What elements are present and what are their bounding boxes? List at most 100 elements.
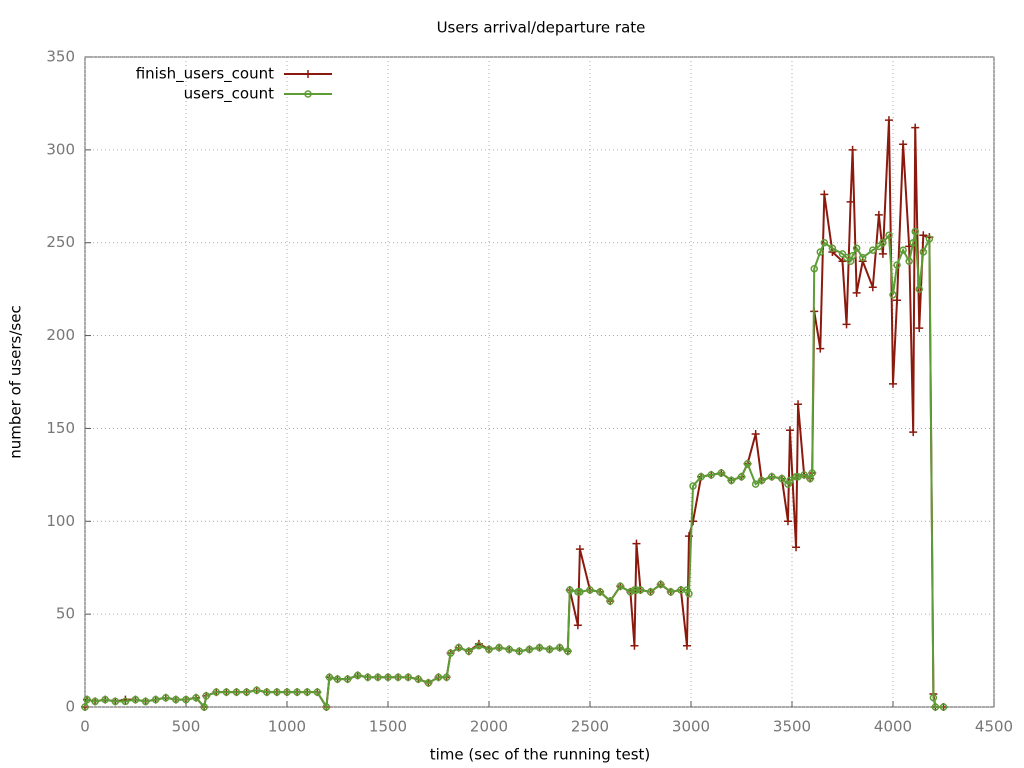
marker xyxy=(566,586,574,594)
marker xyxy=(283,688,291,696)
marker xyxy=(697,472,705,481)
x-tick-label: 4500 xyxy=(975,718,1013,736)
x-tick-label: 0 xyxy=(80,718,90,736)
marker xyxy=(808,469,816,477)
marker xyxy=(929,693,938,702)
marker xyxy=(505,645,513,654)
marker xyxy=(616,582,625,591)
marker xyxy=(869,246,877,254)
marker xyxy=(875,242,883,251)
marker xyxy=(800,471,808,479)
marker xyxy=(820,238,829,247)
marker xyxy=(939,703,948,711)
marker xyxy=(783,517,792,526)
marker xyxy=(495,643,503,652)
marker xyxy=(911,123,920,132)
y-axis-label: number of users/sec xyxy=(7,305,25,458)
marker xyxy=(465,647,473,656)
marker xyxy=(751,430,760,438)
marker xyxy=(909,238,917,247)
marker xyxy=(202,692,210,700)
marker xyxy=(222,688,231,696)
marker xyxy=(931,703,940,711)
legend-label: users_count xyxy=(184,85,274,104)
legend-marker xyxy=(304,90,312,98)
marker xyxy=(737,472,746,481)
marker xyxy=(842,320,851,329)
marker xyxy=(707,471,715,479)
marker xyxy=(828,244,837,253)
marker xyxy=(785,426,794,435)
plot-frame xyxy=(84,56,995,708)
marker xyxy=(364,673,372,682)
marker xyxy=(727,476,736,485)
marker xyxy=(131,695,140,704)
marker xyxy=(778,474,786,483)
y-tick-label: 350 xyxy=(46,48,75,66)
marker xyxy=(838,257,847,266)
marker xyxy=(919,231,928,240)
y-tick-label: 250 xyxy=(46,233,75,251)
series-line xyxy=(84,231,944,711)
marker xyxy=(889,379,897,388)
marker xyxy=(848,145,857,154)
marker xyxy=(192,693,200,702)
x-tick-label: 3500 xyxy=(773,718,811,736)
marker xyxy=(446,649,455,657)
marker xyxy=(515,647,524,656)
marker xyxy=(442,673,451,682)
marker xyxy=(689,517,698,526)
marker xyxy=(878,249,887,258)
x-tick-label: 1000 xyxy=(268,718,306,736)
marker xyxy=(313,688,322,696)
marker xyxy=(596,588,604,596)
marker xyxy=(667,588,675,596)
marker xyxy=(263,688,271,696)
marker xyxy=(632,586,641,594)
y-tick-label: 100 xyxy=(46,512,75,530)
marker xyxy=(630,641,639,650)
x-tick-label: 1500 xyxy=(369,718,407,736)
marker xyxy=(885,231,893,240)
marker xyxy=(683,586,691,594)
y-tick-label: 300 xyxy=(46,140,75,158)
y-tick-label: 200 xyxy=(46,326,75,344)
marker xyxy=(293,688,301,696)
x-tick-label: 2500 xyxy=(571,718,609,736)
marker xyxy=(816,344,825,353)
marker xyxy=(820,190,829,199)
marker xyxy=(909,428,918,437)
marker xyxy=(810,264,818,273)
marker xyxy=(852,244,861,253)
marker xyxy=(768,472,776,481)
y-tick-label: 0 xyxy=(65,698,75,716)
marker xyxy=(475,641,483,650)
marker xyxy=(576,588,584,596)
marker xyxy=(333,675,342,683)
marker xyxy=(242,688,251,696)
x-tick-label: 500 xyxy=(172,718,201,736)
marker xyxy=(893,261,901,269)
marker xyxy=(162,693,170,702)
marker xyxy=(545,645,554,654)
marker xyxy=(535,643,544,652)
marker xyxy=(858,253,867,262)
marker xyxy=(874,210,883,219)
marker xyxy=(573,621,582,630)
marker xyxy=(394,673,402,682)
x-tick-label: 2000 xyxy=(470,718,508,736)
marker xyxy=(794,400,803,409)
legend-marker xyxy=(304,70,312,78)
marker xyxy=(899,140,908,149)
marker xyxy=(682,641,691,650)
marker xyxy=(893,296,902,305)
marker xyxy=(919,248,928,256)
marker xyxy=(786,476,794,485)
marker xyxy=(757,476,766,485)
marker xyxy=(636,586,645,594)
marker xyxy=(303,688,311,696)
marker xyxy=(414,675,423,683)
marker xyxy=(141,697,150,706)
marker xyxy=(424,679,433,687)
